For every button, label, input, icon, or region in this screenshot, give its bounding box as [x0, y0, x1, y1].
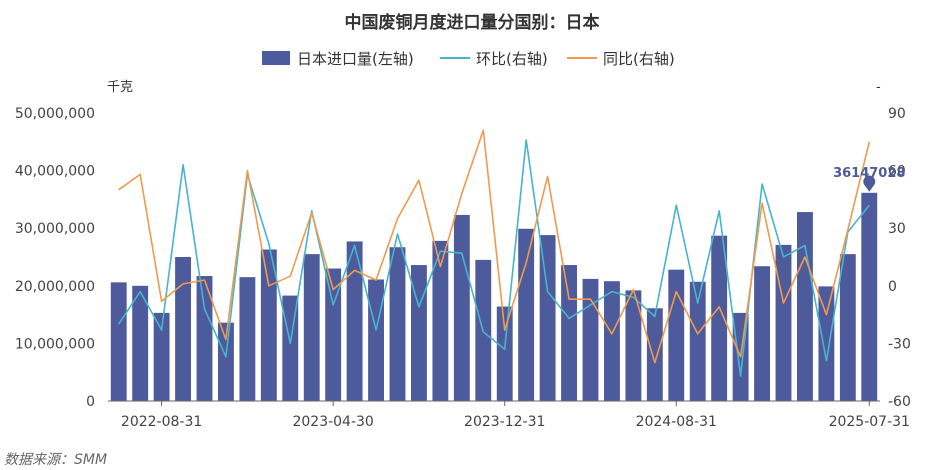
- chart-title: 中国废铜月度进口量分国别：日本: [345, 12, 600, 33]
- bar-import-2023-09-30: [432, 240, 449, 401]
- peak-annotation: 36147028: [833, 166, 905, 192]
- bar-import-2024-06-30: [625, 290, 642, 401]
- bar-import-2024-02-29: [539, 235, 556, 401]
- bar-import-2023-04-30: [325, 268, 342, 401]
- legend-label-mom: 环比(右轴): [476, 50, 548, 68]
- x-tick-label: 2023-12-31: [464, 414, 545, 430]
- left-tick-label: 0: [86, 394, 95, 410]
- line-series: [118, 129, 871, 377]
- right-tick-label: 30: [888, 221, 906, 237]
- x-tick-label: 2024-08-31: [636, 414, 717, 430]
- bar-import-2022-10-31: [196, 276, 213, 401]
- bar-import-2023-01-31: [260, 249, 277, 401]
- bar-import-2022-07-31: [132, 285, 149, 401]
- bar-import-2024-10-31: [711, 235, 728, 401]
- legend-label-yoy: 同比(右轴): [603, 50, 675, 68]
- x-tick-label: 2023-04-30: [292, 414, 373, 430]
- x-tick-label: 2025-07-31: [829, 414, 910, 430]
- legend-label-import: 日本进口量(左轴): [297, 50, 414, 68]
- bar-import-2022-06-30: [110, 282, 127, 401]
- bar-import-2024-09-30: [689, 281, 706, 401]
- left-tick-label: 20,000,000: [15, 279, 95, 295]
- bar-import-2023-07-31: [389, 247, 406, 401]
- bar-import-2025-03-31: [818, 286, 835, 401]
- bar-import-2022-11-30: [218, 322, 234, 401]
- bar-import-2024-05-31: [604, 281, 620, 401]
- bar-series: [110, 192, 878, 401]
- legend-item-mom[interactable]: 环比(右轴): [440, 50, 548, 68]
- legend-item-yoy[interactable]: 同比(右轴): [567, 50, 675, 68]
- left-tick-label: 30,000,000: [15, 221, 95, 237]
- right-tick-label: -60: [888, 394, 911, 410]
- left-tick-label: 10,000,000: [15, 336, 95, 352]
- left-axis-ticks: 0 10,000,000 20,000,000 30,000,000 40,000,00…: [15, 106, 95, 410]
- bar-import-2022-09-30: [175, 257, 191, 401]
- bar-import-2025-01-31: [775, 244, 792, 401]
- bar-import-2023-03-31: [303, 254, 320, 401]
- x-axis: 2022-08-31 2023-04-30 2023-12-31 2024-08-31…: [108, 400, 910, 430]
- x-tick-label: 2022-08-31: [121, 414, 202, 430]
- legend: 日本进口量(左轴) 环比(右轴) 同比(右轴): [262, 50, 675, 68]
- bar-import-2025-05-31: [861, 192, 878, 401]
- right-tick-label: 60: [888, 164, 906, 180]
- left-tick-label: 50,000,000: [15, 106, 95, 122]
- bar-import-2024-12-31: [754, 266, 770, 401]
- bar-import-2024-07-31: [646, 308, 663, 401]
- bar-import-2024-08-31: [668, 269, 685, 401]
- left-axis-unit: 千克: [107, 80, 133, 95]
- bar-import-2023-10-31: [453, 214, 470, 401]
- right-tick-label: 0: [888, 279, 897, 295]
- left-tick-label: 40,000,000: [15, 164, 95, 180]
- bar-import-2024-04-30: [582, 278, 599, 401]
- right-axis-unit: -: [876, 80, 881, 95]
- line-yoy: [118, 129, 871, 364]
- bar-import-2023-12-31: [496, 306, 513, 401]
- bar-import-2023-08-31: [411, 265, 427, 401]
- bar-import-2025-04-30: [839, 254, 856, 401]
- right-tick-label: 90: [888, 106, 906, 122]
- bar-import-2022-08-31: [153, 312, 170, 401]
- source-note: 数据来源：SMM: [4, 452, 107, 468]
- bar-import-2025-02-28: [797, 212, 813, 401]
- right-axis-ticks: -60 -30 0 30 60 90: [888, 106, 911, 410]
- right-tick-label: -30: [888, 336, 911, 352]
- peak-marker: [863, 175, 876, 192]
- bar-import-2024-03-31: [561, 265, 577, 401]
- bar-import-2023-05-31: [346, 241, 363, 401]
- bar-import-2023-06-30: [368, 279, 384, 401]
- legend-item-import[interactable]: 日本进口量(左轴): [262, 50, 414, 68]
- bar-import-2022-12-31: [239, 277, 256, 401]
- peak-label: 36147028: [833, 166, 905, 181]
- bar-import-2024-01-31: [518, 228, 535, 401]
- legend-swatch-import: [262, 51, 290, 65]
